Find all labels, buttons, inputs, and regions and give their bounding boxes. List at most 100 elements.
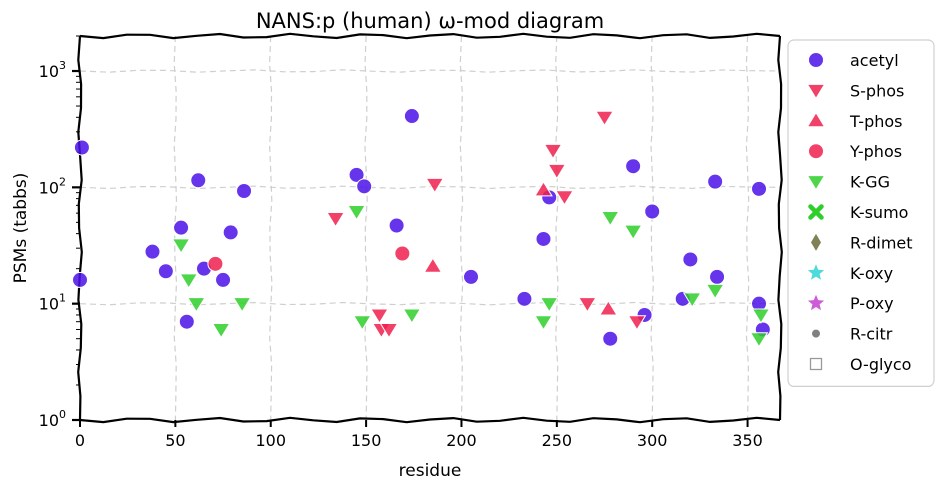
data-point	[347, 204, 366, 221]
data-point	[625, 158, 642, 175]
data-point	[600, 211, 620, 227]
data-point	[190, 172, 207, 189]
legend-item: R-dimet	[811, 233, 913, 252]
x-tick-label: 300	[637, 431, 668, 450]
data-point	[425, 177, 445, 194]
data-point	[370, 308, 389, 324]
data-point	[707, 173, 724, 190]
data-point	[157, 263, 174, 280]
legend-marker	[806, 83, 826, 100]
data-point	[352, 315, 372, 331]
legend-item: K-GG	[806, 173, 890, 192]
data-point	[173, 219, 190, 236]
data-point	[682, 251, 699, 268]
legend-label: S-phos	[850, 81, 904, 100]
data-point	[709, 268, 726, 285]
series-k-gg	[171, 204, 771, 348]
data-point	[627, 315, 647, 331]
legend-item: P-oxy	[807, 294, 894, 313]
legend-item: Y-phos	[808, 142, 902, 161]
y-gridline-2	[79, 185, 781, 190]
data-point	[388, 217, 405, 234]
legend-marker	[807, 294, 825, 311]
legend-marker	[812, 329, 820, 338]
x-tick-label: 150	[351, 431, 382, 450]
data-point	[211, 322, 231, 339]
data-point	[403, 108, 420, 125]
x-tick-label: 100	[255, 431, 286, 450]
legend-label: R-citr	[850, 325, 893, 344]
plot-frame-top	[79, 32, 781, 40]
data-point	[516, 290, 533, 307]
series-t-phos	[423, 180, 618, 316]
data-point	[144, 243, 161, 260]
chart-title: NANS:p (human) ω-mod diagram	[256, 9, 604, 33]
legend-marker	[808, 52, 824, 68]
data-point	[423, 257, 443, 273]
data-point	[749, 332, 769, 348]
x-tick-label: 200	[446, 431, 477, 450]
data-point	[602, 330, 619, 347]
legend-label: R-dimet	[850, 233, 913, 252]
x-gridline-5	[555, 35, 559, 421]
plot-area: 0 50 100 150 200 250 300 350 100 101 102 103	[39, 32, 783, 450]
data-point	[171, 238, 191, 254]
x-gridline-6	[650, 35, 655, 421]
y-gridline-3	[79, 69, 781, 73]
data-point	[178, 313, 195, 330]
x-gridline-4	[459, 35, 464, 421]
legend-item: K-oxy	[807, 264, 893, 283]
legend-label: K-sumo	[850, 203, 908, 222]
plot-frame-right	[777, 35, 783, 421]
plot-frame-bottom	[79, 416, 781, 424]
data-point	[179, 273, 199, 289]
legend-label: O-glyco	[850, 355, 911, 374]
data-point	[394, 245, 411, 262]
y-tick-label: 101	[39, 292, 66, 314]
legend-marker	[809, 357, 823, 371]
data-point	[222, 224, 239, 241]
x-gridline-3	[364, 35, 368, 421]
data-point	[598, 300, 618, 316]
series-s-phos	[326, 110, 647, 339]
series-y-phos	[207, 245, 411, 272]
x-axis-label: residue	[399, 461, 462, 481]
data-point	[534, 315, 553, 331]
legend-marker	[806, 111, 826, 128]
legend-label: Y-phos	[849, 142, 902, 161]
data-point	[535, 230, 552, 247]
x-gridline-7	[745, 35, 750, 421]
data-point	[644, 203, 661, 220]
legend-label: T-phos	[849, 112, 903, 131]
legend: acetyl S-phos T-phos Y-phos K-GG K-sumo R-dime…	[787, 39, 935, 387]
data-point	[207, 255, 224, 272]
plot-frame-left	[77, 35, 83, 421]
legend-item: R-citr	[812, 325, 893, 344]
legend-marker	[806, 175, 826, 191]
data-point	[379, 322, 399, 339]
y-gridline-1	[79, 301, 781, 306]
data-point	[186, 297, 206, 313]
data-point	[705, 283, 725, 300]
data-point	[539, 297, 559, 313]
legend-item: S-phos	[806, 81, 904, 100]
data-point	[543, 143, 563, 160]
data-point	[236, 183, 253, 200]
x-gridline-2	[268, 35, 273, 421]
x-tick-label: 0	[75, 431, 85, 450]
y-tick-label: 103	[39, 59, 66, 81]
y-tick-label: 100	[39, 408, 66, 430]
data-point	[463, 268, 480, 285]
legend-label: K-oxy	[850, 264, 893, 283]
x-tick-label: 50	[165, 431, 185, 450]
data-point	[595, 110, 614, 127]
data-point	[751, 180, 768, 197]
data-point	[534, 180, 553, 197]
series-acetyl	[72, 108, 771, 347]
y-tick-label: 102	[39, 175, 66, 197]
data-point	[348, 166, 365, 183]
data-point	[356, 178, 373, 195]
data-point	[73, 139, 90, 156]
legend-item: O-glyco	[809, 355, 911, 374]
